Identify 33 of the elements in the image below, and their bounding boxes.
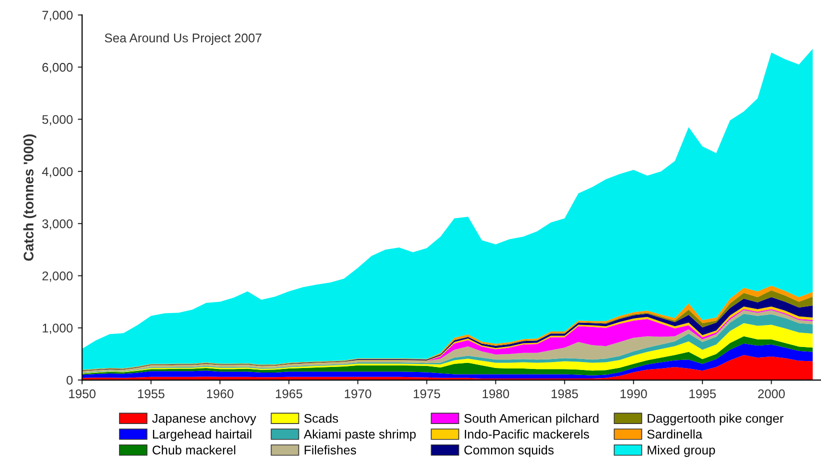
- y-tick-label: 2,000: [42, 272, 73, 282]
- y-tick-label: 0: [66, 376, 73, 385]
- x-tick-label: 1955: [138, 389, 164, 398]
- legend-label: South American pilchard: [464, 414, 598, 426]
- legend-label: Common squids: [464, 445, 554, 457]
- y-tick-label: 3,000: [42, 219, 73, 230]
- x-tick-label: 2000: [758, 389, 785, 398]
- y-tick-label: 6,000: [42, 62, 73, 74]
- x-tick-label: 1960: [207, 389, 234, 398]
- x-tick-label: 1980: [482, 389, 510, 398]
- x-tick-label: 1970: [344, 389, 372, 398]
- x-tick-label: 1965: [276, 389, 302, 398]
- legend-label: Chub mackerel: [152, 445, 236, 454]
- y-tick-label: 4,000: [42, 167, 73, 178]
- legend-label: Daggertooth pike conger: [648, 414, 784, 426]
- legend-label: Largehead hairtail: [153, 429, 252, 442]
- x-tick-label: 1975: [414, 389, 440, 398]
- y-tick-label: 1,000: [42, 324, 73, 334]
- legend-label: Filefishes: [304, 445, 356, 454]
- legend-label: Japanese anchovy: [152, 414, 256, 426]
- y-axis-title: Catch (tonnes '000): [23, 134, 36, 261]
- x-tick-label: 1995: [689, 389, 716, 398]
- legend-label: Mixed group: [648, 445, 715, 457]
- y-tick-label: 7,000: [42, 10, 73, 22]
- y-tick-label: 5,000: [42, 115, 73, 126]
- x-tick-label: 1990: [620, 389, 647, 398]
- legend-label: Akiami paste shrimp: [304, 429, 416, 442]
- x-tick-label: 1985: [552, 389, 578, 398]
- legend-label: Sardinella: [647, 429, 702, 439]
- x-tick-label: 1950: [69, 389, 96, 398]
- legend-label: Indo-Pacific mackerels: [464, 429, 590, 439]
- legend-label: Scads: [304, 414, 338, 423]
- annotation: Sea Around Us Project 2007: [104, 33, 262, 45]
